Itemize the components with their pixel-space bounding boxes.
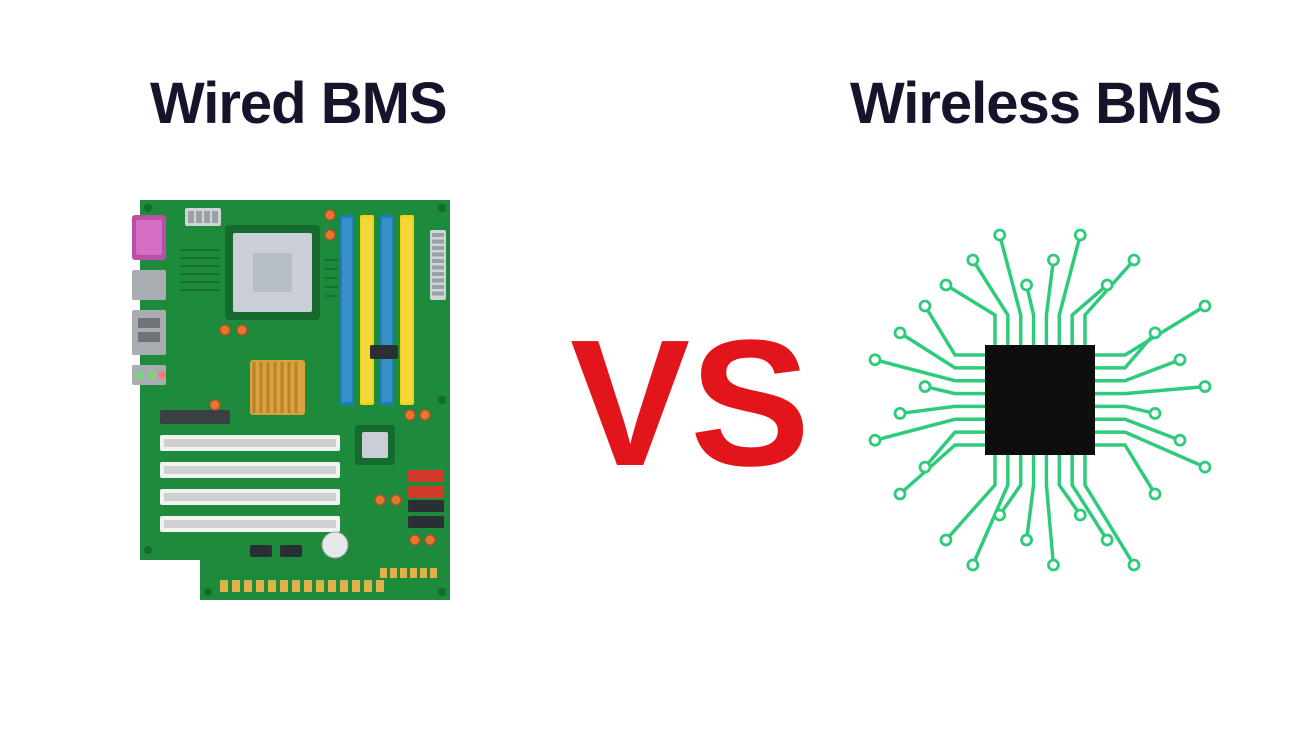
wired-bms-graphic — [130, 200, 460, 600]
wireless-bms-graphic — [850, 210, 1230, 590]
heading-left: Wired BMS — [150, 70, 447, 137]
vs-label: VS — [570, 300, 810, 507]
heading-right: Wireless BMS — [850, 70, 1221, 137]
